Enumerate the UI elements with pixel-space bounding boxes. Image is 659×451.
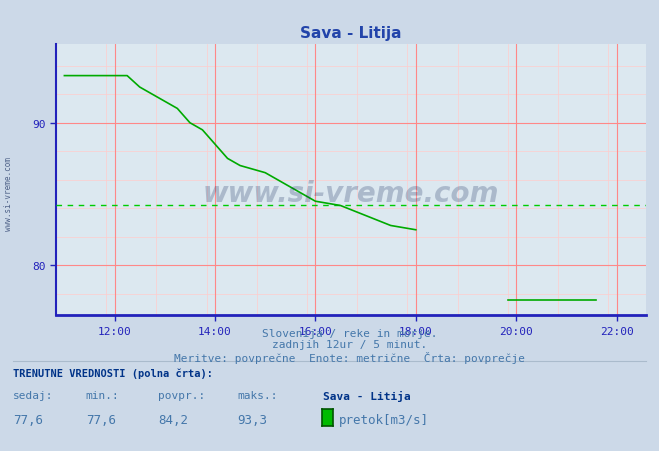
Text: Sava - Litija: Sava - Litija bbox=[323, 390, 411, 401]
Text: zadnjih 12ur / 5 minut.: zadnjih 12ur / 5 minut. bbox=[272, 339, 427, 349]
Text: 93,3: 93,3 bbox=[237, 413, 268, 426]
Text: Slovenija / reke in morje.: Slovenija / reke in morje. bbox=[262, 328, 437, 338]
Text: www.si-vreme.com: www.si-vreme.com bbox=[203, 180, 499, 208]
Text: www.si-vreme.com: www.si-vreme.com bbox=[4, 157, 13, 231]
Text: Meritve: povprečne  Enote: metrične  Črta: povprečje: Meritve: povprečne Enote: metrične Črta:… bbox=[174, 351, 525, 363]
Text: 77,6: 77,6 bbox=[13, 413, 43, 426]
Text: TRENUTNE VREDNOSTI (polna črta):: TRENUTNE VREDNOSTI (polna črta): bbox=[13, 368, 213, 378]
Text: povpr.:: povpr.: bbox=[158, 390, 206, 400]
Text: sedaj:: sedaj: bbox=[13, 390, 53, 400]
Text: 84,2: 84,2 bbox=[158, 413, 188, 426]
Text: pretok[m3/s]: pretok[m3/s] bbox=[339, 413, 429, 426]
Title: Sava - Litija: Sava - Litija bbox=[300, 26, 402, 41]
Text: maks.:: maks.: bbox=[237, 390, 277, 400]
Text: 77,6: 77,6 bbox=[86, 413, 116, 426]
Text: min.:: min.: bbox=[86, 390, 119, 400]
